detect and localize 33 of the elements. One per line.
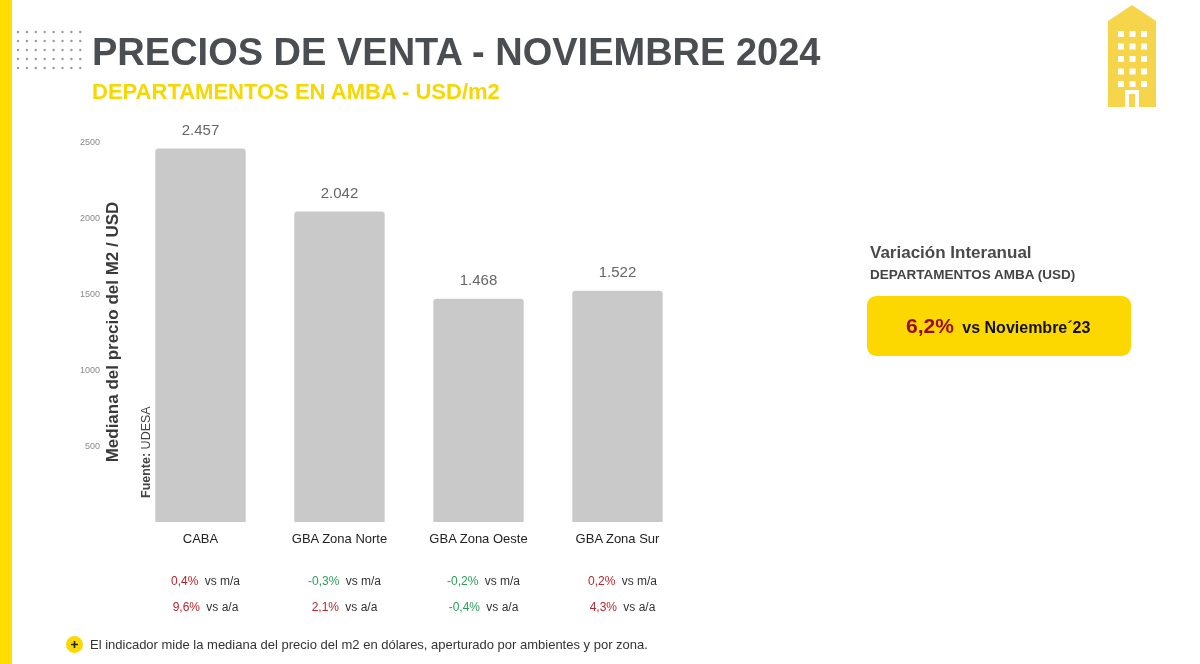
text: 2,1% vs a/a [311,600,378,614]
data-label: 2.042 [320,183,359,201]
annotation: Fuente: UDESA [139,406,153,498]
y-tick-label: 2500 [79,137,100,147]
data-label: 1.468 [459,270,498,288]
y-tick-label: 500 [84,441,100,451]
data-label: 1.522 [598,262,637,280]
text: Variación Interanual [870,243,1032,263]
x-tick-label: GBA Zona Oeste [429,531,528,546]
text: El indicador mide la mediana del precio del m2 en dólares, aperturado por ambientes y por zona. [90,637,648,653]
y-tick-label: 1000 [79,365,100,375]
text: 0,4% vs m/a [170,574,241,588]
text: 6,2% vs Noviembre´23 [906,314,1091,337]
y-tick-label: 2000 [79,213,100,223]
data-label: 2.457 [181,120,220,138]
y-tick-label: 1500 [79,289,100,299]
text: -0,2% vs m/a [446,574,521,588]
y-axis-title: Mediana del precio del M2 / USD [103,201,122,463]
bar [572,290,663,522]
bar [155,148,246,522]
x-tick-label: GBA Zona Norte [291,531,388,546]
x-tick-label: CABA [182,531,219,546]
text: -0,3% vs m/a [307,574,382,588]
text: -0,4% vs a/a [448,600,519,614]
bar [294,211,385,522]
chart-subtitle: DEPARTAMENTOS EN AMBA - USD/m2 [92,78,500,104]
text: 0,2% vs m/a [587,574,658,588]
text: 9,6% vs a/a [172,600,239,614]
x-tick-label: GBA Zona Sur [575,531,661,546]
bar [433,298,524,522]
chart-title: PRECIOS DE VENTA - NOVIEMBRE 2024 [92,31,821,73]
text: DEPARTAMENTOS AMBA (USD) [870,267,1076,283]
text: 4,3% vs a/a [589,600,656,614]
